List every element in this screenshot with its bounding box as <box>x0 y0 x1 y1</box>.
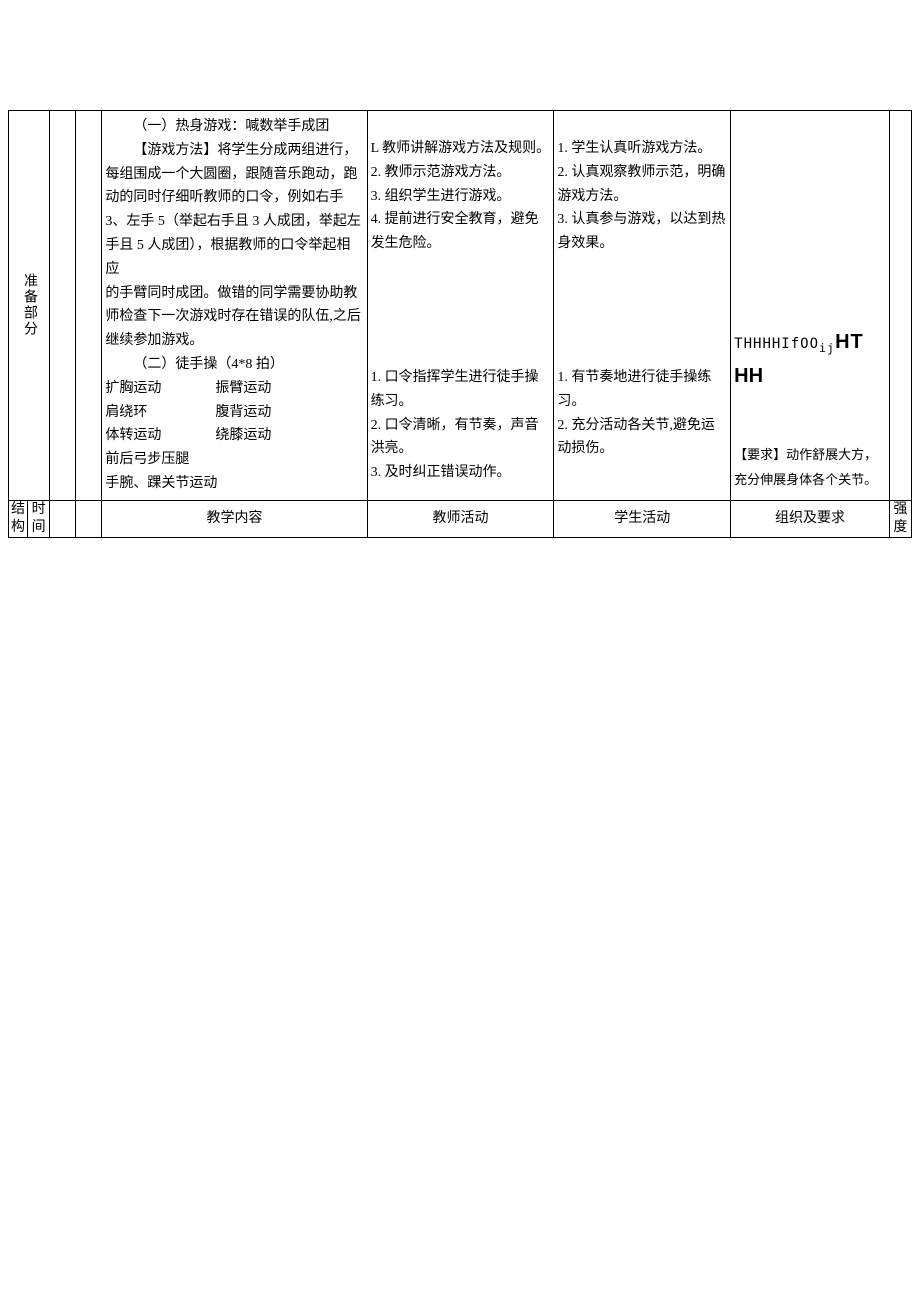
teacher1-l2: 2. 教师示范游戏方法。 <box>371 161 551 185</box>
student1-l3: 3. 认真参与游戏，以达到热身效果。 <box>557 208 727 256</box>
hdr-content: 教学内容 <box>102 500 367 537</box>
exercise-row-5: 手腕、踝关节运动 <box>105 472 363 496</box>
ex-3a: 体转运动 <box>105 424 215 448</box>
ex-1a: 扩胸运动 <box>105 377 215 401</box>
method-text-2: 的手臂同时成团。做错的同学需要协助教师检查下一次游戏时存在错误的队伍,之后继续参… <box>105 282 363 353</box>
teacher1-l4: 4. 提前进行安全教育，避免发生危险。 <box>371 208 551 256</box>
requirement-text: 【要求】动作舒展大方，充分伸展身体各个关节。 <box>734 443 886 492</box>
sym1: THHHHIfOO <box>734 336 819 352</box>
hdr-intensity: 强度 <box>889 500 911 537</box>
ex-2b: 腹背运动 <box>215 401 271 425</box>
ex-3b: 绕膝运动 <box>215 424 271 448</box>
org-symbols-line1: THHHHIfOOijHT <box>734 325 886 359</box>
ex-2a: 肩绕环 <box>105 401 215 425</box>
hdr-intensity-text: 强度 <box>893 502 907 535</box>
section-label-cell: 准备部分 <box>9 111 50 501</box>
teaching-content-cell: （一）热身游戏：喊数举手成团 【游戏方法】将学生分成两组进行，每组围成一个大圆圈… <box>102 111 367 501</box>
teacher-activity-cell: L 教师讲解游戏方法及规则。 2. 教师示范游戏方法。 3. 组织学生进行游戏。… <box>367 111 554 501</box>
teacher2-l3: 3. 及时纠正错误动作。 <box>371 461 551 485</box>
lesson-plan-table: 准备部分 （一）热身游戏：喊数举手成团 【游戏方法】将学生分成两组进行，每组围成… <box>8 110 912 538</box>
warmup-title: （一）热身游戏：喊数举手成团 <box>105 115 363 139</box>
section-label: 准备部分 <box>22 273 37 337</box>
student2-l2: 2. 充分活动各关节,避免运动损伤。 <box>557 414 727 462</box>
game-method-block: 【游戏方法】将学生分成两组进行，每组围成一个大圆圈，跟随音乐跑动，跑动的同时仔细… <box>105 139 363 282</box>
method-label: 【游戏方法】 <box>105 143 217 158</box>
sym-ht: HT <box>835 331 864 353</box>
exercise-title: （二）徒手操（4*8 拍） <box>105 353 363 377</box>
empty-col3 <box>50 111 76 501</box>
empty-col9 <box>889 111 911 501</box>
organization-cell: THHHHIfOOijHT HH 【要求】动作舒展大方，充分伸展身体各个关节。 <box>731 111 890 501</box>
teacher1-l1: L 教师讲解游戏方法及规则。 <box>371 137 551 161</box>
teacher2-l1: 1. 口令指挥学生进行徒手操练习。 <box>371 366 551 414</box>
hdr-empty3 <box>50 500 76 537</box>
method-text-1: 将学生分成两组进行，每组围成一个大圆圈，跟随音乐跑动，跑动的同时仔细听教师的口令… <box>105 143 361 277</box>
empty-col4 <box>76 111 102 501</box>
sym-ij: ij <box>819 341 835 355</box>
hdr-structure-text: 结构 <box>11 502 25 535</box>
exercise-row-4: 前后弓步压腿 <box>105 448 363 472</box>
student-activity-cell: 1. 学生认真听游戏方法。 2. 认真观察教师示范，明确游戏方法。 3. 认真参… <box>554 111 731 501</box>
hdr-time-text: 时间 <box>32 502 46 535</box>
student2-l1: 1. 有节奏地进行徒手操练习。 <box>557 366 727 414</box>
exercise-row-2: 肩绕环腹背运动 <box>105 401 363 425</box>
ex-5a: 手腕、踝关节运动 <box>105 476 217 491</box>
hdr-student: 学生活动 <box>554 500 731 537</box>
hdr-time: 时间 <box>28 500 50 537</box>
hdr-structure: 结构 <box>9 500 28 537</box>
student1-l2: 2. 认真观察教师示范，明确游戏方法。 <box>557 161 727 209</box>
teacher2-l2: 2. 口令清晰，有节奏，声音洪亮。 <box>371 414 551 462</box>
org-symbols-line2: HH <box>734 359 886 393</box>
exercise-row-1: 扩胸运动振臂运动 <box>105 377 363 401</box>
student1-l1: 1. 学生认真听游戏方法。 <box>557 137 727 161</box>
teacher1-l3: 3. 组织学生进行游戏。 <box>371 185 551 209</box>
ex-4a: 前后弓步压腿 <box>105 452 189 467</box>
exercise-row-3: 体转运动绕膝运动 <box>105 424 363 448</box>
hdr-empty4 <box>76 500 102 537</box>
content-row: 准备部分 （一）热身游戏：喊数举手成团 【游戏方法】将学生分成两组进行，每组围成… <box>9 111 912 501</box>
hdr-org: 组织及要求 <box>731 500 890 537</box>
header-row: 结构 时间 教学内容 教师活动 学生活动 组织及要求 强度 <box>9 500 912 537</box>
ex-1b: 振臂运动 <box>215 377 271 401</box>
hdr-teacher: 教师活动 <box>367 500 554 537</box>
